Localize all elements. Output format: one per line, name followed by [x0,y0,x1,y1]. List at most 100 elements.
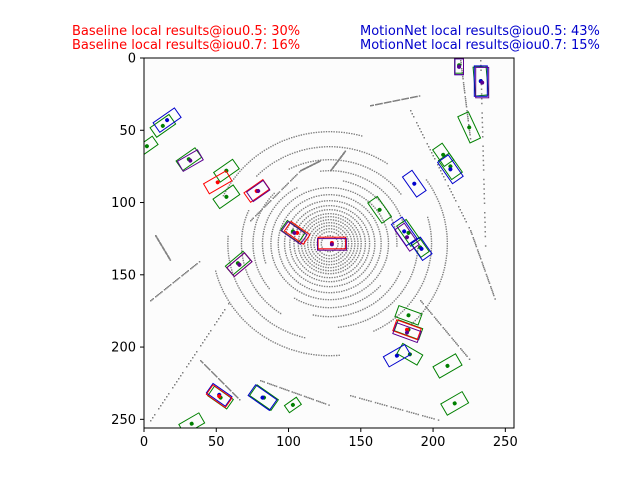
y-tick-label: 0 [128,52,136,67]
overlap-box [454,58,465,76]
ground_truth-box-outline [394,305,423,326]
overlap-box [392,322,422,344]
y-tick-label: 200 [111,341,136,356]
overlap-box-outline [176,149,204,173]
x-tick-label: 200 [421,435,446,450]
motionnet-box-outline [401,169,427,198]
ground_truth-box-outline [212,158,240,183]
ground_truth-box-center [290,402,295,407]
overlap-box [245,179,271,203]
motionnet-results-text: MotionNet local results@iou0.5: 43% Moti… [360,25,600,53]
overlap-box-center [480,80,485,85]
ground_truth-box-center [448,164,453,169]
motionnet-box-center [394,353,399,358]
ground_truth-box [431,142,455,168]
motionnet-box [436,154,464,185]
ground_truth-box-outline [144,135,159,157]
overlap-box-center [188,158,193,163]
ground_truth-box-center [441,152,446,157]
overlap-box [394,222,420,252]
x-axis: 0 50 100 150 200 250 [140,428,518,450]
overlap-box-center [457,64,462,69]
x-tick-label: 0 [140,435,148,450]
ground_truth-box-outline [149,113,177,138]
overlap-box [280,220,308,245]
motionnet-box [247,384,278,412]
y-tick-label: 150 [111,268,136,283]
overlap-box-outline [454,58,465,76]
baseline-box-outline [317,236,347,250]
ground_truth-box-center [189,421,194,426]
motionnet-iou07-label: MotionNet local results@iou0.7: 15% [360,38,600,53]
y-axis: 0 50 100 150 200 250 [111,52,144,428]
ground_truth-box-outline [248,384,280,412]
ground_truth-box-outline [178,412,206,428]
baseline-box [392,319,422,341]
motionnet-box-center [419,246,424,251]
baseline-box-outline [392,319,422,341]
baseline-box [202,170,233,195]
ground_truth-box [144,135,159,157]
motionnet-box-center [402,229,407,234]
baseline-iou05-label: Baseline local results@iou0.5: 30% [72,24,301,39]
baseline-results-text: Baseline local results@iou0.5: 30% Basel… [72,25,300,53]
motionnet-box-center [260,395,265,400]
motionnet-box [401,169,427,198]
ground_truth-box-center [452,401,457,406]
ground_truth-box-outline [283,396,303,414]
ground_truth-box [440,390,470,416]
overlap-box-center [256,189,261,193]
motionnet-box-center [412,181,417,186]
ground_truth-box-center [144,144,149,149]
plot-frame [143,57,515,429]
overlap-box-outline [392,322,422,344]
ground_truth-box-outline [367,195,393,224]
plot-background [144,58,514,428]
ground_truth-box-outline [440,390,470,416]
ground_truth-box-outline [431,142,455,168]
motionnet-box-outline [247,384,278,412]
ground_truth-box-outline [457,111,482,144]
ground_truth-box-center [224,194,229,199]
ground_truth-box-center [377,207,382,212]
baseline-box-center [405,327,409,332]
motionnet-iou05-label: MotionNet local results@iou0.5: 43% [360,24,600,39]
motionnet-box [410,236,433,262]
overlap-box-center [237,262,242,267]
y-tick-label: 100 [111,196,136,211]
baseline-box-outline [283,220,311,245]
overlap-box-center [405,235,409,240]
ground_truth-box [395,218,422,247]
ground_truth-box [149,113,177,138]
ground_truth-box [367,195,393,224]
ground_truth-box-center [406,313,411,318]
detection-boxes [144,58,490,428]
motionnet-box-center [448,167,453,172]
ground_truth-box-center [445,363,450,368]
overlap-box-outline [316,238,347,251]
overlap-box [226,252,253,278]
overlap-box-center [292,230,297,235]
baseline-box-center [215,180,220,185]
overlap-box [475,66,490,99]
motionnet-box-center [165,118,170,123]
x-tick-label: 250 [493,435,518,450]
motionnet-box-outline [382,343,412,368]
overlap-box-outline [280,220,308,245]
ground_truth-box [178,412,206,428]
ground_truth-box [437,152,464,181]
overlap-box-center [329,242,334,247]
ground_truth-box-outline [395,218,422,247]
overlap-box-outline [245,179,271,203]
ground_truth-box-outline [437,152,464,181]
y-tick-label: 250 [111,413,136,428]
x-tick-label: 150 [348,435,373,450]
overlap-box-outline [226,252,253,278]
ground_truth-box-outline [175,147,203,172]
ground_truth-box-center [160,123,165,128]
baseline-box-center [217,394,222,399]
ground_truth-box-outline [212,184,241,210]
overlap-box-outline [394,222,420,252]
ground_truth-box [457,111,482,144]
overlap-box-center [405,330,409,335]
